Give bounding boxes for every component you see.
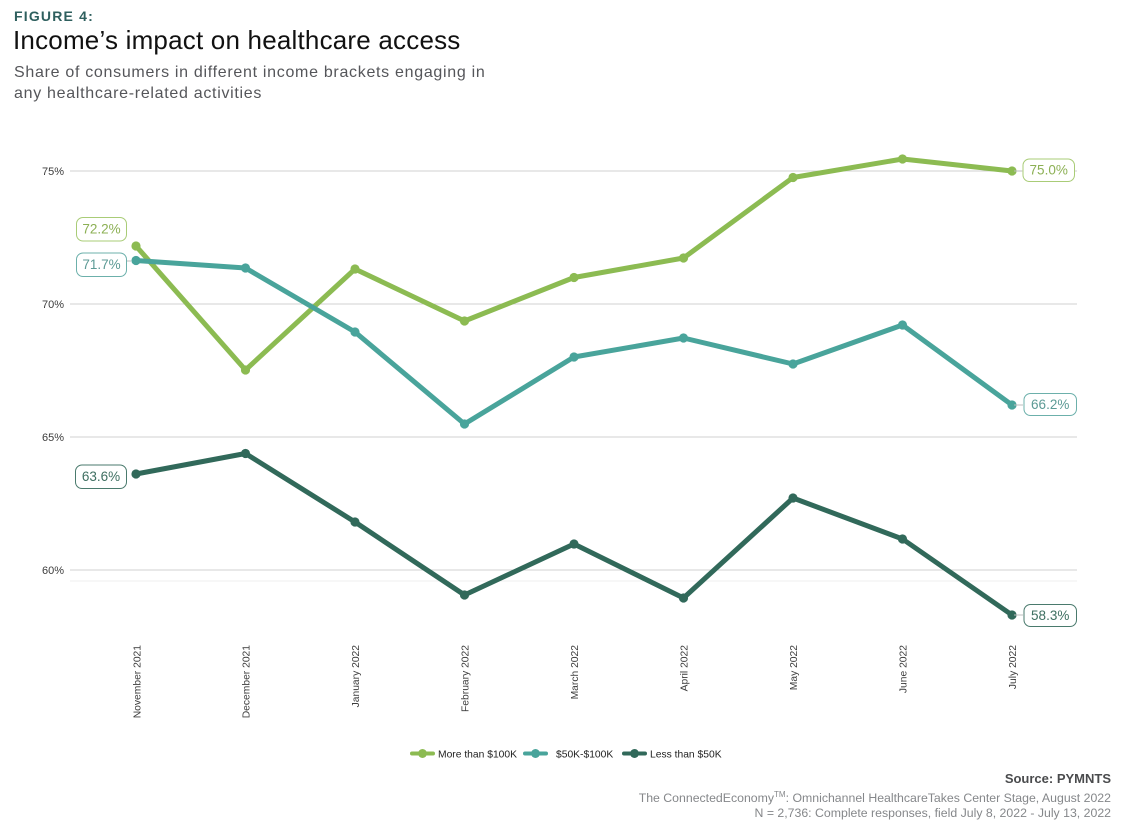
svg-text:66.2%: 66.2% — [1031, 397, 1069, 412]
svg-text:April 2022: April 2022 — [680, 645, 691, 692]
svg-text:March 2022: March 2022 — [570, 645, 581, 700]
svg-text:75%: 75% — [42, 166, 64, 178]
svg-text:75.0%: 75.0% — [1030, 163, 1068, 178]
svg-text:71.7%: 71.7% — [82, 257, 120, 272]
svg-text:May 2022: May 2022 — [789, 645, 800, 690]
svg-text:70%: 70% — [42, 299, 64, 311]
svg-text:February 2022: February 2022 — [461, 645, 472, 712]
svg-text:60%: 60% — [42, 565, 64, 577]
svg-text:November 2021: November 2021 — [133, 645, 144, 719]
svg-text:58.3%: 58.3% — [1031, 608, 1069, 623]
svg-text:July 2022: July 2022 — [1008, 645, 1019, 689]
svg-text:65%: 65% — [42, 432, 64, 444]
svg-text:June 2022: June 2022 — [899, 645, 910, 693]
svg-text:More than $100K: More than $100K — [438, 750, 517, 761]
svg-text:72.2%: 72.2% — [82, 222, 120, 237]
svg-text:December 2021: December 2021 — [242, 645, 253, 719]
svg-text:63.6%: 63.6% — [82, 469, 120, 484]
svg-text:January 2022: January 2022 — [351, 645, 362, 708]
svg-text:$50K-$100K: $50K-$100K — [556, 750, 613, 761]
svg-text:Less than $50K: Less than $50K — [650, 750, 722, 761]
